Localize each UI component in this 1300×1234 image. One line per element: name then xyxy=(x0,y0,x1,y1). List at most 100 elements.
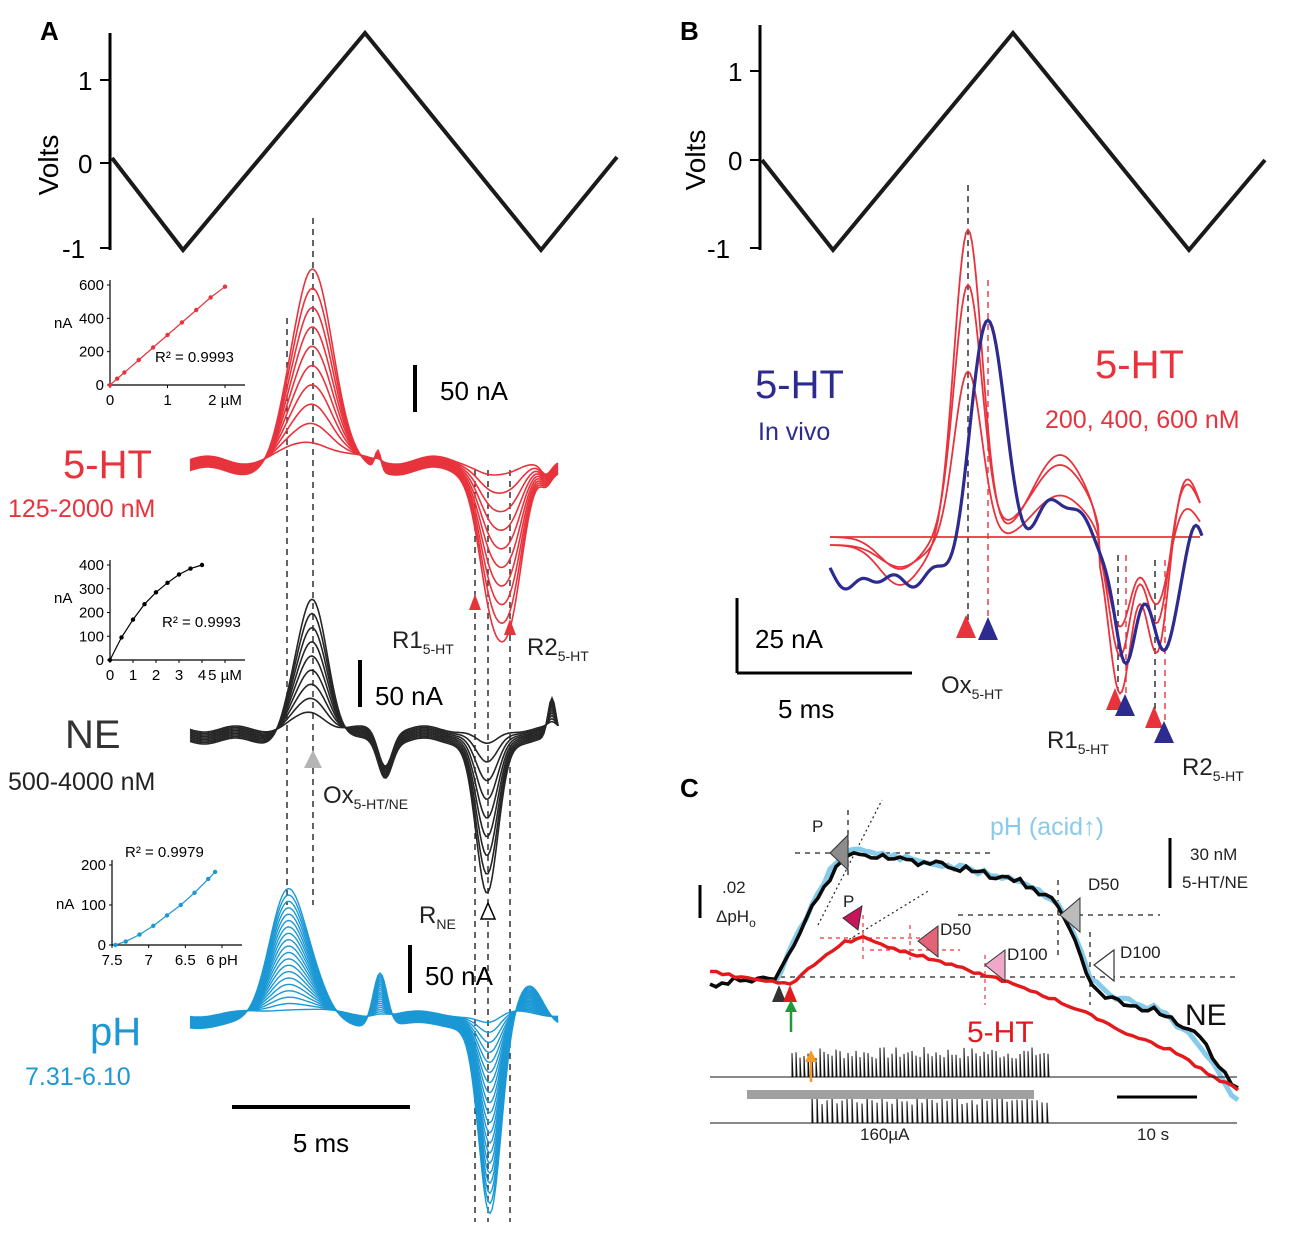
label-ne-range-a: 500-4000 nM xyxy=(8,768,155,796)
inset-point xyxy=(176,572,182,577)
r1-b-main: R1 xyxy=(1047,727,1078,754)
inset-xtick-label: 6 pH xyxy=(206,952,238,969)
rne-sub: NE xyxy=(436,916,455,932)
inset-point xyxy=(165,332,170,338)
r2-b-main: R2 xyxy=(1182,754,1213,781)
r1-main: R1 xyxy=(392,627,423,654)
label-d100-ne-c: D100 xyxy=(1120,943,1161,962)
marker-ox-red-b xyxy=(956,615,976,638)
r2-sub: 5-HT xyxy=(558,648,590,664)
inset-xtick-label: 0 xyxy=(106,667,114,684)
inset-point xyxy=(188,566,193,571)
trace-ph-a xyxy=(189,887,559,1215)
marker-d100-5ht-c xyxy=(984,949,1006,983)
label-5ht-a: 5-HT xyxy=(63,443,152,487)
marker-r2-blue-b xyxy=(1154,721,1174,743)
inset-point xyxy=(107,382,113,388)
r1-b-sub: 5-HT xyxy=(1078,741,1110,757)
trace-group-ph-a xyxy=(189,887,559,1215)
inset-ytick-label: 200 xyxy=(81,857,106,874)
inset-xtick-label: 5 µM xyxy=(208,667,242,684)
marker-r1-blue-b xyxy=(1115,694,1135,716)
inset-xtick-label: 3 xyxy=(175,667,183,684)
label-ox-a: Ox5-HT/NE xyxy=(323,782,408,812)
label-r2-5ht-a: R25-HT xyxy=(527,634,589,664)
guide-lines-b-red xyxy=(987,280,1166,735)
label-5ht-range-a: 125-2000 nM xyxy=(8,495,155,523)
inset-xtick-label: 2 µM xyxy=(208,392,242,409)
label-ne-c: NE xyxy=(1185,999,1227,1032)
inset-ytick-label: 100 xyxy=(81,897,106,914)
inset-point xyxy=(179,320,185,325)
label-ox-b: Ox5-HT xyxy=(941,672,1003,702)
label-5ht-invivo-b: 5-HT xyxy=(755,363,844,407)
inset-point xyxy=(206,876,211,882)
label-r2-b: R25-HT xyxy=(1182,754,1244,784)
guide-lines-c xyxy=(780,810,1240,1005)
trace-5ht-b xyxy=(829,370,1201,628)
trace-5ht-a xyxy=(189,287,559,625)
inset-xtick-label: 7.5 xyxy=(102,952,123,969)
marker-r1-5ht-a xyxy=(469,594,481,610)
time-scale-label-c: 10 s xyxy=(1137,1125,1169,1144)
inset-curve xyxy=(109,564,203,661)
stim-train-top-c xyxy=(710,1047,1237,1078)
inset-point xyxy=(123,939,128,944)
inset-xtick-label: 1 xyxy=(129,667,137,684)
ox-main: Ox xyxy=(323,782,354,809)
arrowhead-orange-c xyxy=(805,1050,817,1062)
scale-label-ph-a: 50 nA xyxy=(425,961,494,991)
inset-ytick-label: 0 xyxy=(96,377,104,394)
inset-point xyxy=(151,923,156,929)
inset-ylabel: nA xyxy=(56,896,74,913)
marker-d100-ne-c xyxy=(1093,948,1115,983)
volt-tick-label-b-0: 0 xyxy=(728,146,742,176)
inset-ytick-label: 0 xyxy=(96,652,104,669)
inset-point xyxy=(142,601,147,607)
volt-tick-label-a-1: 1 xyxy=(78,66,92,96)
inset-ylabel: nA xyxy=(54,315,72,332)
inset-point xyxy=(194,307,199,313)
scale-ph-unit-c: ΔpHo xyxy=(716,907,756,930)
inset-point xyxy=(164,913,170,918)
inset-point xyxy=(114,376,120,381)
label-conc-b: 200, 400, 600 nM xyxy=(1045,406,1240,434)
label-r1-5ht-a: R15-HT xyxy=(392,627,454,657)
label-ph-acid-c: pH (acid↑) xyxy=(990,813,1104,841)
inset-ytick-label: 400 xyxy=(79,310,104,327)
trace-5ht-in-vivo-b xyxy=(828,318,1204,666)
marker-r2-5ht-a xyxy=(504,619,516,635)
panel-c-letter: C xyxy=(680,773,699,803)
inset-r2: R² = 0.9979 xyxy=(125,844,204,861)
label-ph-range-a: 7.31-6.10 xyxy=(25,1063,131,1091)
trace-5ht-a xyxy=(189,306,559,606)
inset-curve xyxy=(109,286,226,386)
inset-point xyxy=(107,657,113,663)
arrowhead-green-c xyxy=(785,1000,797,1012)
time-scale-label-a: 5 ms xyxy=(293,1128,349,1158)
label-d50-ne-c: D50 xyxy=(1088,875,1119,894)
scale-label-amp-b: 25 nA xyxy=(755,624,824,654)
inset-point xyxy=(192,890,197,896)
ox-sub: 5-HT/NE xyxy=(354,796,408,812)
inset-point xyxy=(113,942,118,948)
label-rne-a: RNE xyxy=(419,902,456,932)
r2-b-sub: 5-HT xyxy=(1213,768,1245,784)
label-r1-b: R15-HT xyxy=(1047,727,1109,757)
scale-ph-value-c: .02 xyxy=(722,878,746,897)
label-ph-a: pH xyxy=(90,1010,141,1054)
trace-5ht-b xyxy=(830,283,1201,658)
inset-point xyxy=(122,370,127,375)
inset-point xyxy=(137,932,142,937)
rne-main: R xyxy=(419,902,436,929)
inset-point xyxy=(222,284,228,289)
marker-rne-a xyxy=(479,901,497,920)
inset-point xyxy=(153,590,159,595)
inset-xtick-label: 7 xyxy=(144,952,152,969)
inset-ytick-label: 0 xyxy=(98,937,106,954)
label-5ht-red-b: 5-HT xyxy=(1095,343,1184,387)
marker-p-ne-c xyxy=(829,833,849,872)
